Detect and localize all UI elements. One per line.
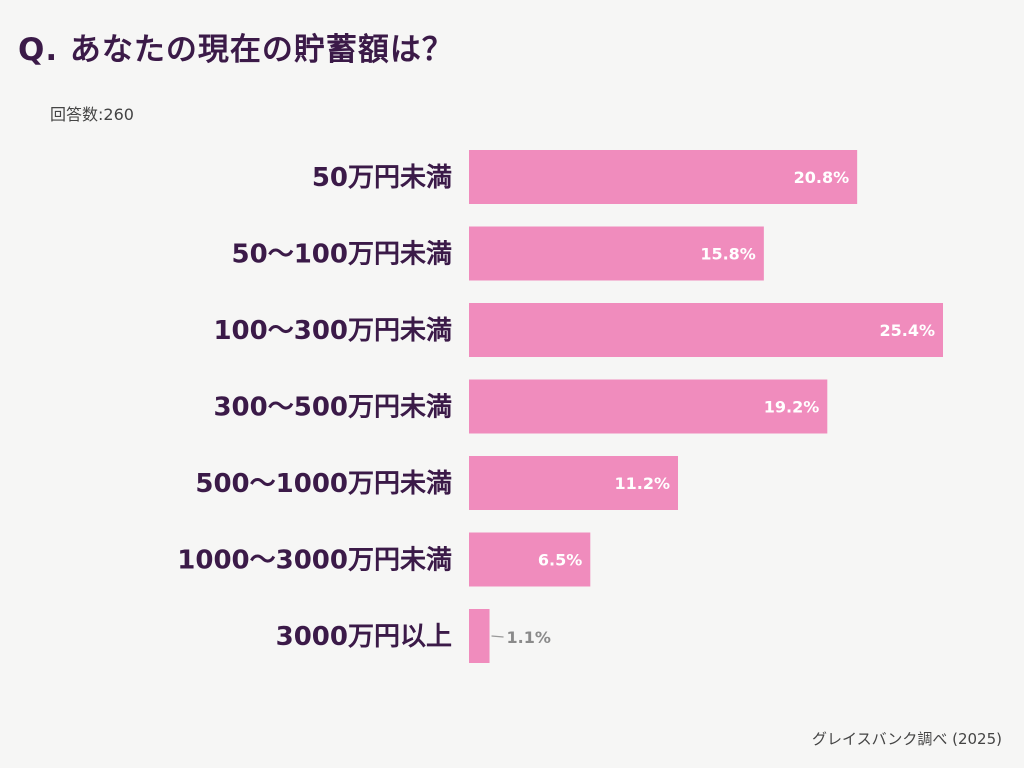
respondent-count: 回答数:260 — [50, 105, 134, 124]
category-label: 500〜1000万円未満 — [195, 469, 452, 499]
data-label: 6.5% — [538, 551, 582, 570]
category-label: 100〜300万円未満 — [213, 316, 452, 346]
bar — [469, 303, 943, 357]
category-label: 3000万円以上 — [276, 622, 452, 652]
bar — [469, 226, 764, 281]
bar — [469, 456, 679, 510]
data-label: 20.8% — [794, 168, 850, 187]
source-note: グレイスバンク調べ (2025) — [812, 730, 1002, 748]
category-label: 300〜500万円未満 — [213, 393, 452, 423]
data-label: 15.8% — [700, 245, 756, 264]
category-label: 50万円未満 — [312, 163, 452, 193]
chart-title: Q. あなたの現在の貯蓄額は？ — [18, 32, 454, 68]
bar — [469, 150, 858, 204]
bar — [469, 532, 591, 587]
category-label: 50〜100万円未満 — [232, 240, 452, 270]
leader-line — [491, 635, 504, 638]
bar — [469, 379, 828, 434]
bar — [469, 609, 490, 663]
data-label: 19.2% — [764, 398, 820, 417]
data-label: 11.2% — [614, 474, 670, 493]
data-label: 25.4% — [879, 321, 935, 340]
category-label: 1000〜3000万円未満 — [177, 546, 452, 576]
data-label: 1.1% — [507, 628, 551, 647]
